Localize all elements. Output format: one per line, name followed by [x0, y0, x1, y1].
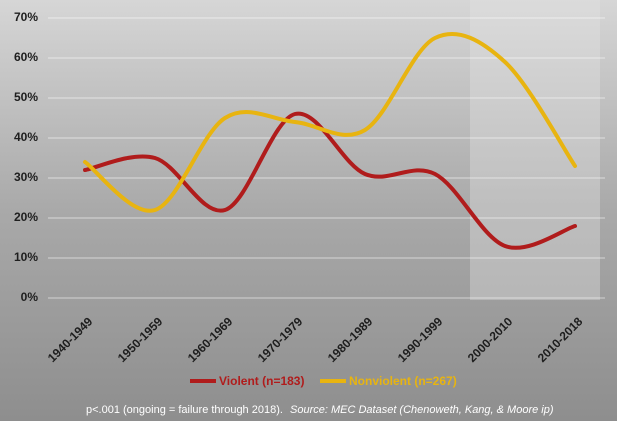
y-tick-label: 70%: [14, 10, 38, 24]
y-tick-label: 0%: [21, 290, 39, 304]
source: Source: MEC Dataset (Chenoweth, Kang, & …: [290, 404, 554, 416]
legend-label: Nonviolent (n=267): [349, 374, 457, 388]
y-tick-label: 50%: [14, 90, 38, 104]
series-line: [83, 32, 577, 213]
background-figure: [470, 0, 600, 300]
footnote: p<.001 (ongoing = failure through 2018).: [86, 404, 283, 416]
y-tick-label: 10%: [14, 250, 38, 264]
y-tick-label: 40%: [14, 130, 38, 144]
legend-label: Violent (n=183): [219, 374, 304, 388]
y-tick-label: 20%: [14, 210, 38, 224]
y-tick-label: 30%: [14, 170, 38, 184]
y-tick-label: 60%: [14, 50, 38, 64]
